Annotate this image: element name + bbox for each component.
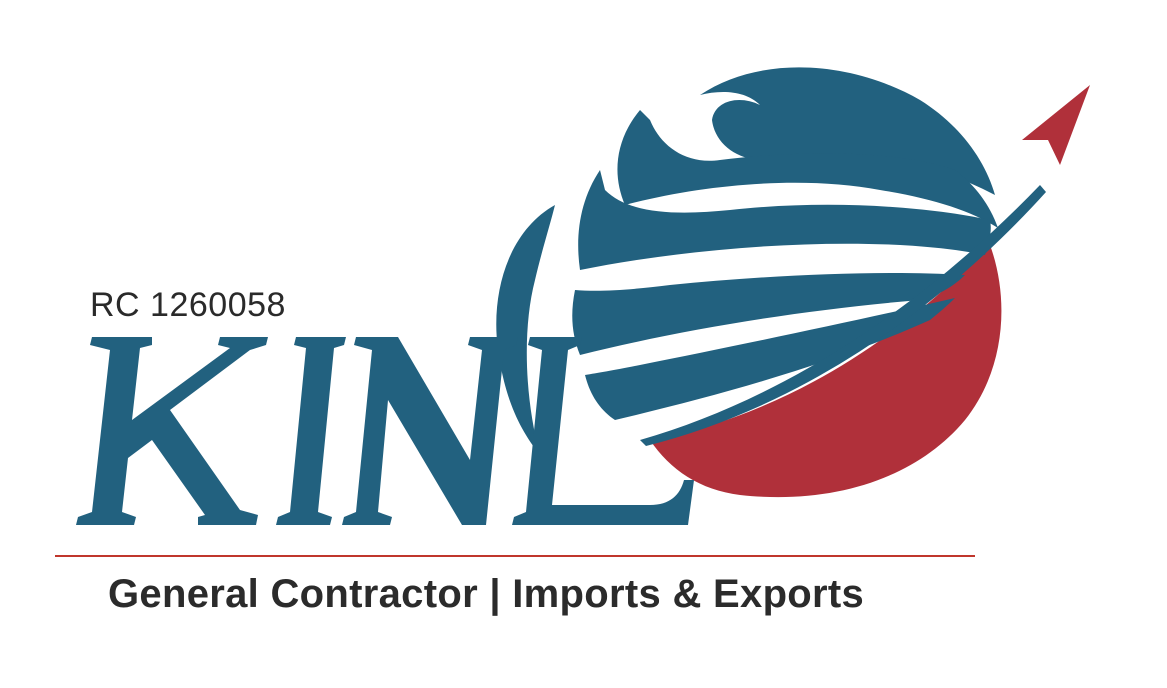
letter-l — [512, 337, 694, 525]
globe-band-3 — [578, 170, 991, 270]
globe-red-half — [650, 245, 1002, 498]
wordmark — [76, 337, 694, 525]
globe-band-5 — [585, 298, 955, 420]
letter-n — [342, 337, 518, 525]
registration-number: RC 1260058 — [90, 286, 286, 324]
globe-band-4 — [572, 273, 965, 355]
arrow-head — [1022, 85, 1090, 165]
tagline: General Contractor | Imports & Exports — [108, 572, 865, 616]
globe-left-swoosh — [496, 205, 555, 455]
globe-icon — [496, 67, 1002, 498]
letter-i — [276, 337, 346, 525]
letter-k — [76, 337, 268, 525]
divider-line — [55, 555, 975, 557]
globe-band-2 — [617, 110, 998, 228]
upward-arrow-icon — [640, 85, 1090, 446]
